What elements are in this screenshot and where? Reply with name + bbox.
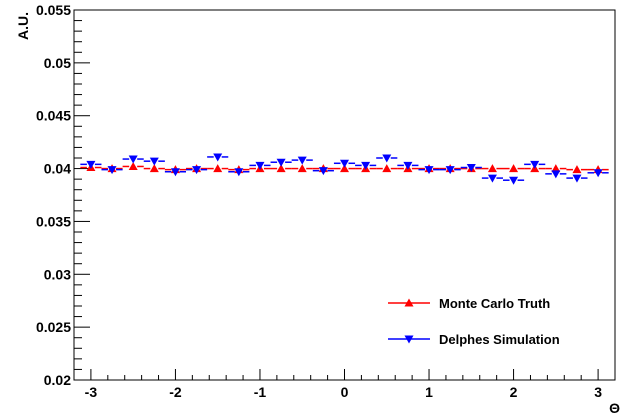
data-point xyxy=(297,164,307,173)
data-point xyxy=(403,161,413,170)
y-tick-label: 0.04 xyxy=(44,161,71,177)
data-point xyxy=(382,154,392,163)
data-point xyxy=(128,155,138,164)
data-point xyxy=(424,166,434,175)
legend-label: Monte Carlo Truth xyxy=(439,296,550,311)
y-axis: 0.02 0.025 0.03 0.035 0.04 0.045 0.05 0.055 xyxy=(36,2,90,388)
data-point xyxy=(530,160,540,169)
x-axis: -3 -2 -1 0 1 2 3 xyxy=(73,369,616,400)
data-point xyxy=(340,159,349,168)
data-point xyxy=(213,153,223,162)
y-tick-label: 0.05 xyxy=(44,55,71,71)
data-point xyxy=(466,164,476,173)
x-tick-label: 3 xyxy=(594,384,602,400)
y-tick-label: 0.055 xyxy=(36,2,71,18)
data-point xyxy=(234,168,244,177)
data-point xyxy=(487,174,497,183)
data-point xyxy=(213,164,223,173)
data-point xyxy=(340,164,349,173)
data-point xyxy=(192,166,202,175)
data-point xyxy=(276,158,286,167)
y-axis-title: A.U. xyxy=(15,12,31,40)
data-point xyxy=(551,164,561,173)
data-point xyxy=(86,160,96,169)
legend-label: Delphes Simulation xyxy=(439,332,560,347)
data-point xyxy=(572,174,582,183)
x-tick-label: 1 xyxy=(425,384,433,400)
x-tick-label: 2 xyxy=(510,384,518,400)
data-point xyxy=(276,164,286,173)
x-tick-label: -1 xyxy=(254,384,267,400)
y-tick-label: 0.025 xyxy=(36,319,71,335)
y-tick-label: 0.02 xyxy=(44,372,71,388)
x-axis-title: Θ xyxy=(609,400,620,414)
data-point xyxy=(487,164,497,173)
legend: Monte Carlo Truth Delphes Simulation xyxy=(388,296,560,347)
data-point xyxy=(128,161,138,170)
x-tick-label: -2 xyxy=(169,384,182,400)
data-point xyxy=(318,167,328,176)
data-point xyxy=(170,168,180,177)
y-tick-label: 0.035 xyxy=(36,213,71,229)
legend-marker xyxy=(404,298,414,307)
data-point xyxy=(509,164,519,173)
data-point xyxy=(149,157,159,166)
x-tick-label: 0 xyxy=(341,384,349,400)
data-point xyxy=(297,156,307,165)
data-point xyxy=(255,161,265,170)
y-tick-label: 0.03 xyxy=(44,266,71,282)
data-point xyxy=(107,166,117,175)
y-tick-label: 0.045 xyxy=(36,108,71,124)
series-delphes-simulation xyxy=(80,153,609,185)
data-point xyxy=(361,161,371,170)
data-point xyxy=(509,176,519,185)
data-point xyxy=(382,164,392,173)
data-point xyxy=(572,165,582,174)
data-point xyxy=(551,170,561,179)
data-point xyxy=(149,164,159,173)
x-tick-label: -3 xyxy=(85,384,98,400)
legend-marker xyxy=(404,335,414,344)
data-point xyxy=(445,166,455,175)
series-layer xyxy=(80,153,609,185)
data-point xyxy=(593,169,603,178)
